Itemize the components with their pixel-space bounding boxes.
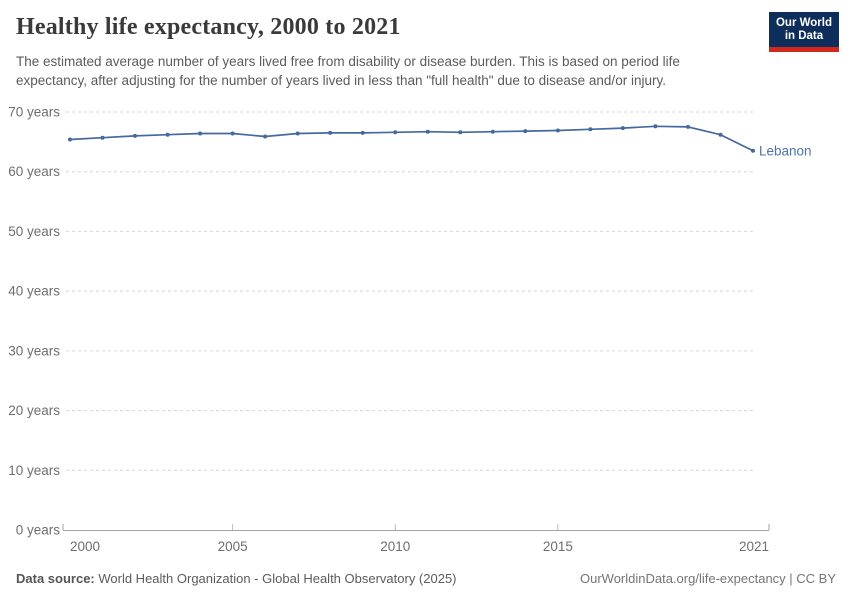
data-point[interactable] (360, 130, 365, 135)
x-axis-label: 2015 (543, 539, 573, 554)
data-point[interactable] (165, 132, 170, 137)
data-point[interactable] (425, 129, 430, 134)
x-axis-label: 2000 (70, 539, 100, 554)
data-source-value: World Health Organization - Global Healt… (94, 571, 457, 586)
x-axis-label: 2010 (380, 539, 410, 554)
y-axis-label: 10 years (8, 463, 60, 478)
subtitle-line: expectancy, after adjusting for the numb… (16, 73, 666, 88)
x-axis-label: 2021 (739, 539, 769, 554)
chart-subtitle: The estimated average number of years li… (16, 52, 776, 90)
data-point[interactable] (620, 126, 625, 131)
owid-logo-line1: Our World (775, 17, 832, 29)
license-link[interactable]: OurWorldinData.org/life-expectancy | CC … (579, 571, 836, 586)
y-axis-label: 70 years (8, 105, 60, 120)
data-point[interactable] (523, 129, 528, 134)
chart-footer: Data source: World Health Organization -… (16, 571, 836, 586)
data-point[interactable] (393, 130, 398, 135)
data-point[interactable] (458, 130, 463, 135)
data-point[interactable] (295, 131, 300, 136)
data-source-label: Data source: (16, 571, 95, 586)
subtitle-line: The estimated average number of years li… (16, 54, 680, 69)
data-point[interactable] (555, 128, 560, 133)
data-source: Data source: World Health Organization -… (16, 571, 457, 586)
y-axis-label: 60 years (8, 164, 60, 179)
data-point[interactable] (230, 131, 235, 136)
owid-logo-line2: in Data (784, 30, 824, 42)
data-point[interactable] (198, 131, 203, 136)
owid-logo[interactable]: Our World in Data (768, 12, 839, 52)
data-point[interactable] (68, 137, 72, 142)
data-point[interactable] (718, 132, 723, 137)
data-line (69, 125, 754, 152)
data-point[interactable] (328, 130, 333, 135)
data-point[interactable] (490, 129, 495, 134)
data-point[interactable] (686, 124, 690, 129)
data-point[interactable] (653, 124, 658, 129)
y-axis-label: 50 years (8, 224, 60, 239)
y-axis-label: 0 years (16, 523, 61, 538)
data-point[interactable] (588, 127, 593, 132)
data-point[interactable] (133, 133, 137, 138)
data-point[interactable] (100, 135, 105, 140)
y-axis-label: 40 years (8, 284, 60, 299)
x-axis-label: 2005 (218, 539, 248, 554)
y-axis-label: 20 years (8, 403, 60, 418)
y-axis-label: 30 years (8, 343, 60, 358)
data-point[interactable] (751, 148, 755, 153)
data-point[interactable] (263, 134, 268, 139)
page-title: Healthy life expectancy, 2000 to 2021 (16, 14, 401, 40)
series-end-label[interactable]: Lebanon (759, 143, 812, 158)
